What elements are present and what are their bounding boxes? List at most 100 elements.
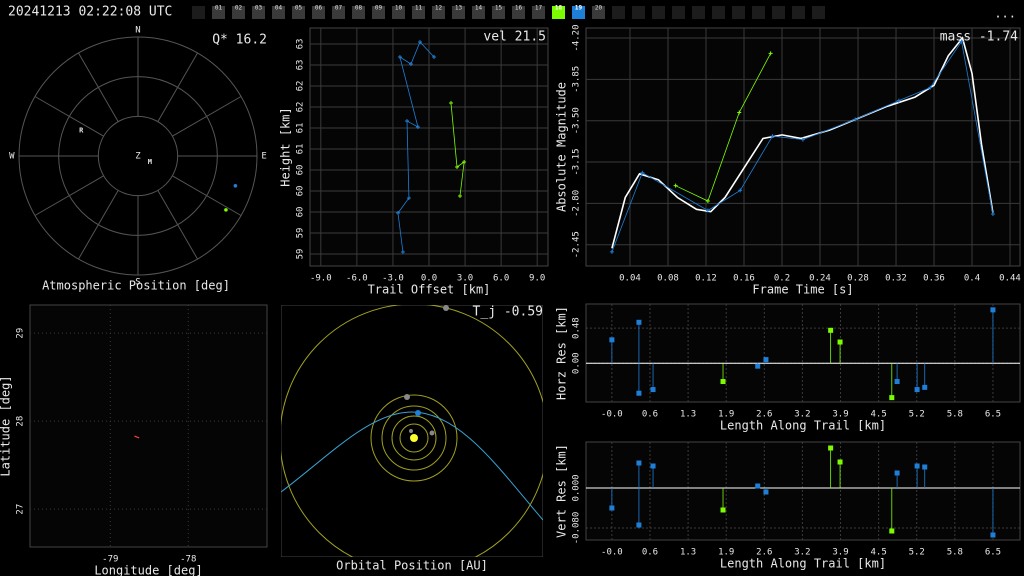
stem-marker: [837, 459, 843, 465]
stem-marker: [922, 464, 928, 470]
y-tick-label: 59: [296, 249, 306, 260]
stem-marker: [755, 483, 761, 489]
station-button[interactable]: [312, 6, 325, 19]
menu[interactable]: ...: [994, 7, 1016, 21]
y-tick-label: 62: [296, 102, 306, 113]
data-point: [959, 39, 964, 44]
station-slot: [812, 6, 825, 19]
sky-point: [224, 208, 228, 212]
x-tick-label: 0.12: [695, 274, 717, 284]
station-button[interactable]: [592, 6, 605, 19]
annotation: Q* 16.2: [212, 33, 267, 48]
station-slot: [772, 6, 785, 19]
station-slot: [792, 6, 805, 19]
y-axis-label: Height [km]: [279, 107, 293, 186]
station-label: 03: [255, 5, 263, 12]
data-point: [738, 188, 743, 193]
stem-marker: [636, 522, 642, 528]
x-tick-label: 4.5: [870, 410, 886, 420]
x-tick-label: 3.9: [832, 410, 848, 420]
x-tick-label: 5.8: [947, 410, 963, 420]
polar-spoke: [157, 190, 198, 260]
direction-label: S: [135, 278, 140, 288]
station-label: 11: [415, 5, 423, 12]
station-button[interactable]: [372, 6, 385, 19]
data-point: [737, 110, 742, 115]
station-button[interactable]: [252, 6, 265, 19]
station-button[interactable]: [512, 6, 525, 19]
earth: [415, 410, 421, 416]
orbit-ring: [399, 423, 429, 453]
data-point: [448, 101, 453, 105]
x-tick-label: 1.9: [718, 548, 734, 558]
y-tick-label: 60: [296, 165, 306, 176]
station-button[interactable]: [292, 6, 305, 19]
station-button[interactable]: [412, 6, 425, 19]
x-tick-label: 0.4: [964, 274, 980, 284]
x-tick-label: 3.2: [794, 410, 810, 420]
x-tick-label: 3.0: [457, 274, 473, 284]
x-tick-label: 9.0: [529, 274, 545, 284]
series-line: [675, 53, 771, 202]
stem-marker: [609, 505, 615, 511]
data-point: [432, 55, 437, 59]
station-label: 15: [495, 5, 503, 12]
station-button[interactable]: [212, 6, 225, 19]
station-button[interactable]: [352, 6, 365, 19]
x-tick-label: 0.32: [885, 274, 907, 284]
y-tick-label: -3.85: [572, 66, 582, 93]
station-button[interactable]: [232, 6, 245, 19]
data-point: [415, 125, 420, 129]
data-point: [990, 212, 995, 217]
orbit-ring: [381, 405, 447, 471]
station-label: 18: [555, 5, 563, 12]
plot-area: [585, 27, 1021, 267]
station-button[interactable]: [572, 6, 585, 19]
station-button[interactable]: [432, 6, 445, 19]
data-point: [405, 119, 410, 123]
station-button[interactable]: [552, 6, 565, 19]
stem-marker: [889, 528, 895, 534]
polar-spoke: [172, 175, 242, 216]
station-marker: M: [148, 158, 152, 166]
x-tick-label: -9.0: [310, 274, 332, 284]
station-slot: [672, 6, 685, 19]
stem-marker: [763, 357, 769, 363]
data-point: [705, 199, 710, 204]
station-label: 08: [355, 5, 363, 12]
stem-marker: [894, 470, 900, 476]
station-button[interactable]: [472, 6, 485, 19]
y-tick-label: 60: [296, 207, 306, 218]
station-button[interactable]: [332, 6, 345, 19]
data-point: [397, 55, 402, 59]
station-button[interactable]: [392, 6, 405, 19]
x-tick-label: -6.0: [346, 274, 368, 284]
ground-track: [134, 435, 140, 439]
data-point: [400, 250, 405, 254]
station-button[interactable]: [492, 6, 505, 19]
y-tick-label: 28: [16, 416, 26, 427]
x-tick-label: 5.2: [909, 548, 925, 558]
station-button[interactable]: [272, 6, 285, 19]
x-tick-label: 0.24: [809, 274, 831, 284]
data-point: [705, 208, 710, 213]
station-slot: [712, 6, 725, 19]
station-slot: [652, 6, 665, 19]
y-tick-label: 63: [296, 60, 306, 71]
x-tick-label: 0.16: [733, 274, 755, 284]
data-point: [462, 160, 467, 164]
y-tick-label: 27: [16, 504, 26, 515]
station-button[interactable]: [532, 6, 545, 19]
station-label: 12: [435, 5, 443, 12]
y-axis-label: Vert Res [km]: [555, 444, 569, 538]
station-slot: [752, 6, 765, 19]
station-button[interactable]: [452, 6, 465, 19]
plot-area: [585, 441, 1021, 541]
stem-marker: [990, 532, 996, 538]
x-axis-label: Length Along Trail [km]: [720, 419, 886, 433]
orbit-ring: [391, 415, 437, 461]
data-point: [417, 40, 422, 44]
stem-marker: [828, 327, 834, 333]
x-tick-label: -79: [102, 555, 118, 565]
